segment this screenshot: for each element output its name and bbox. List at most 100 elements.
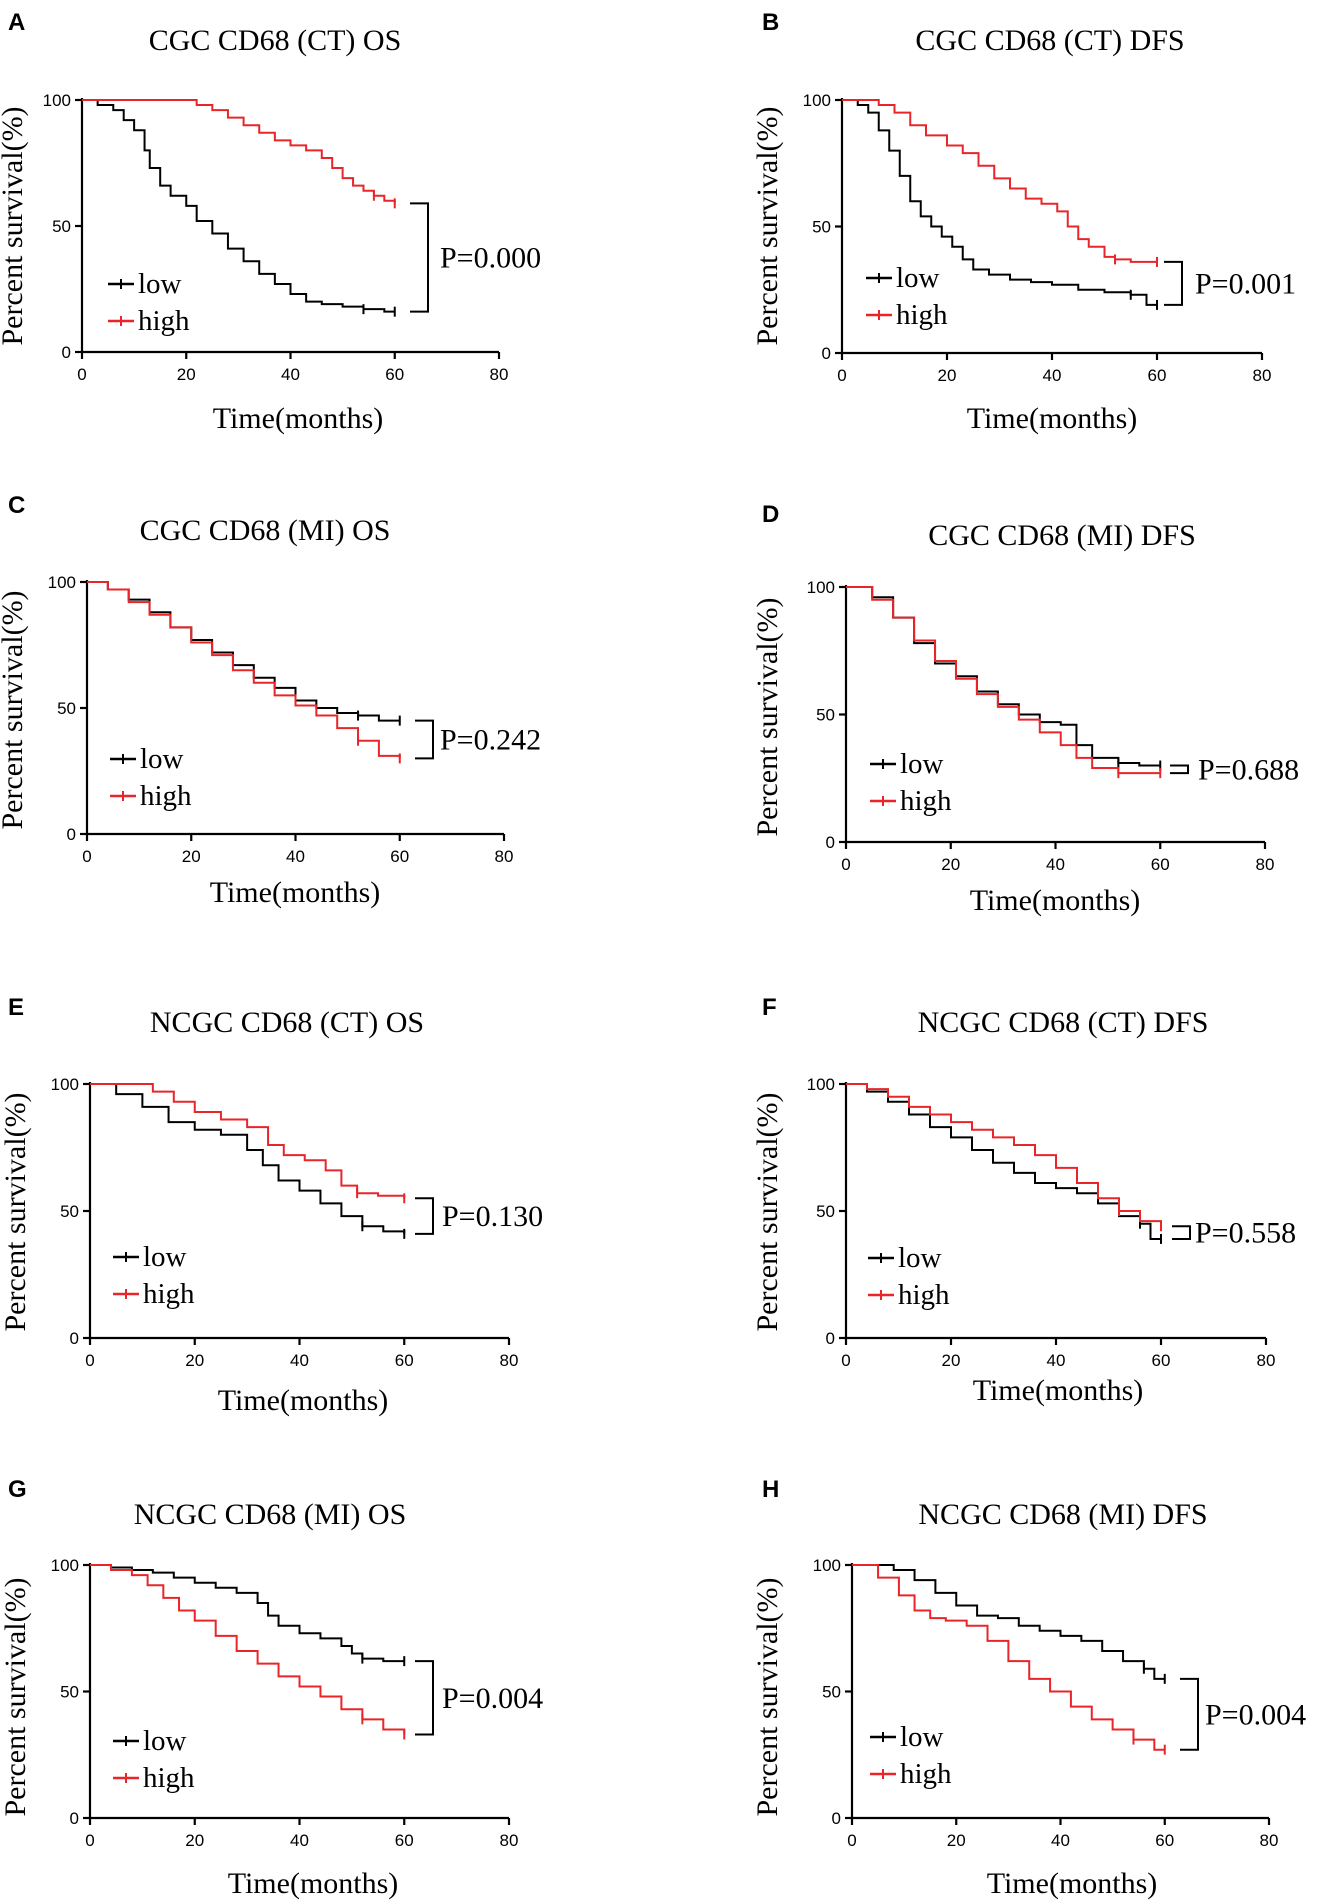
y-tick-label: 50 xyxy=(60,1202,79,1221)
x-tick-label: 40 xyxy=(281,365,300,384)
x-tick-label: 40 xyxy=(1046,855,1065,874)
x-tick-label: 80 xyxy=(500,1351,519,1370)
panel-letter: H xyxy=(762,1476,779,1503)
legend-label-low: low xyxy=(143,1241,187,1273)
y-tick-label: 0 xyxy=(67,825,76,844)
legend-label-high: high xyxy=(900,785,952,817)
p-value-bracket xyxy=(1172,1225,1191,1240)
legend-label-high: high xyxy=(896,299,948,331)
y-axis-label: Percent survival(%) xyxy=(751,597,784,836)
series-line-high xyxy=(90,1564,406,1735)
p-value-bracket xyxy=(1170,764,1189,775)
y-tick-label: 100 xyxy=(48,573,76,592)
chart-title: CGC CD68 (MI) DFS xyxy=(928,519,1196,552)
panel-f: F NCGC CD68 (CT) DFS 0 20 40 60 80 0 50 100 Time(m… xyxy=(751,994,1296,1407)
x-tick-label: 80 xyxy=(490,365,509,384)
y-tick-label: 50 xyxy=(816,1202,835,1221)
x-axis-label: Time(months) xyxy=(218,1384,389,1417)
legend-label-low: low xyxy=(140,743,184,775)
x-tick-label: 0 xyxy=(82,847,91,866)
p-value-label: P=0.688 xyxy=(1198,753,1299,786)
chart-title: NCGC CD68 (CT) OS xyxy=(150,1006,424,1039)
x-tick-label: 60 xyxy=(395,1351,414,1370)
series-line-high xyxy=(846,1083,1162,1227)
x-tick-label: 60 xyxy=(1155,1831,1174,1850)
x-tick-label: 20 xyxy=(182,847,201,866)
legend-label-low: low xyxy=(900,1721,944,1753)
p-value-bracket xyxy=(1164,260,1183,306)
panel-d: D CGC CD68 (MI) DFS 0 20 40 60 80 0 50 100 Time(mo… xyxy=(751,501,1299,917)
x-tick-label: 60 xyxy=(1148,366,1167,385)
legend-label-high: high xyxy=(143,1278,195,1310)
series-line-high xyxy=(87,581,401,759)
x-tick-label: 40 xyxy=(1051,1831,1070,1850)
legend-label-low: low xyxy=(900,748,944,780)
panel-letter: E xyxy=(8,994,24,1021)
y-axis-label: Percent survival(%) xyxy=(751,1092,784,1331)
x-tick-label: 80 xyxy=(495,847,514,866)
series-line-high xyxy=(842,99,1157,263)
x-tick-label: 20 xyxy=(185,1351,204,1370)
panel-letter: D xyxy=(762,501,779,528)
y-tick-label: 100 xyxy=(51,1075,79,1094)
p-value-label: P=0.130 xyxy=(442,1200,543,1233)
y-axis-label: Percent survival(%) xyxy=(0,1092,32,1331)
x-tick-label: 80 xyxy=(1253,366,1272,385)
legend-label-high: high xyxy=(898,1279,950,1311)
legend-label-low: low xyxy=(898,1242,942,1274)
x-tick-label: 20 xyxy=(942,1351,961,1370)
legend-label-low: low xyxy=(896,262,940,294)
x-tick-label: 80 xyxy=(1260,1831,1279,1850)
x-tick-label: 0 xyxy=(837,366,846,385)
chart-title: CGC CD68 (CT) OS xyxy=(149,24,402,57)
p-value-bracket xyxy=(410,202,429,313)
series-line-low xyxy=(90,1083,406,1234)
x-tick-label: 40 xyxy=(290,1831,309,1850)
y-axis-label: Percent survival(%) xyxy=(0,590,29,829)
chart-title: CGC CD68 (CT) DFS xyxy=(915,24,1184,57)
x-tick-label: 60 xyxy=(390,847,409,866)
x-axis-label: Time(months) xyxy=(210,876,381,909)
x-tick-label: 20 xyxy=(938,366,957,385)
x-tick-label: 0 xyxy=(847,1831,856,1850)
panel-c: C CGC CD68 (MI) OS 0 20 40 60 80 0 50 100 Time(mon… xyxy=(0,492,541,909)
panel-letter: A xyxy=(8,9,25,36)
legend-label-high: high xyxy=(138,305,190,337)
y-axis-label: Percent survival(%) xyxy=(0,1577,32,1816)
y-tick-label: 100 xyxy=(803,91,831,110)
p-value-label: P=0.242 xyxy=(440,724,541,757)
x-axis-label: Time(months) xyxy=(987,1867,1158,1900)
x-tick-label: 20 xyxy=(941,855,960,874)
x-tick-label: 40 xyxy=(286,847,305,866)
y-tick-label: 0 xyxy=(826,833,835,852)
p-value-label: P=0.000 xyxy=(440,242,541,275)
p-value-label: P=0.004 xyxy=(442,1682,543,1715)
series-line-low xyxy=(846,1083,1161,1240)
x-tick-label: 20 xyxy=(185,1831,204,1850)
x-tick-label: 60 xyxy=(1152,1351,1171,1370)
panel-b: B CGC CD68 (CT) DFS 0 20 40 60 80 0 50 100 Time(mo… xyxy=(751,9,1296,435)
y-tick-label: 50 xyxy=(816,706,835,725)
x-tick-label: 60 xyxy=(385,365,404,384)
legend-label-high: high xyxy=(900,1758,952,1790)
y-tick-label: 100 xyxy=(51,1556,79,1575)
y-tick-label: 50 xyxy=(822,1683,841,1702)
x-tick-label: 80 xyxy=(1257,1351,1276,1370)
panel-letter: F xyxy=(762,994,777,1021)
x-tick-label: 60 xyxy=(1151,855,1170,874)
x-tick-label: 80 xyxy=(500,1831,519,1850)
series-line-low xyxy=(90,1564,405,1663)
x-tick-label: 0 xyxy=(77,365,86,384)
series-line-low xyxy=(852,1564,1165,1680)
legend-label-high: high xyxy=(143,1762,195,1794)
x-axis-label: Time(months) xyxy=(970,884,1141,917)
series-line-high xyxy=(82,99,396,204)
y-tick-label: 50 xyxy=(812,218,831,237)
y-tick-label: 100 xyxy=(813,1556,841,1575)
x-tick-label: 40 xyxy=(290,1351,309,1370)
panel-a: A CGC CD68 (CT) OS 0 20 40 60 80 0 50 100 Time(mon… xyxy=(0,9,541,435)
p-value-bracket xyxy=(415,1660,434,1736)
legend-label-low: low xyxy=(143,1725,187,1757)
y-tick-label: 100 xyxy=(807,578,835,597)
y-axis-label: Percent survival(%) xyxy=(0,106,29,345)
